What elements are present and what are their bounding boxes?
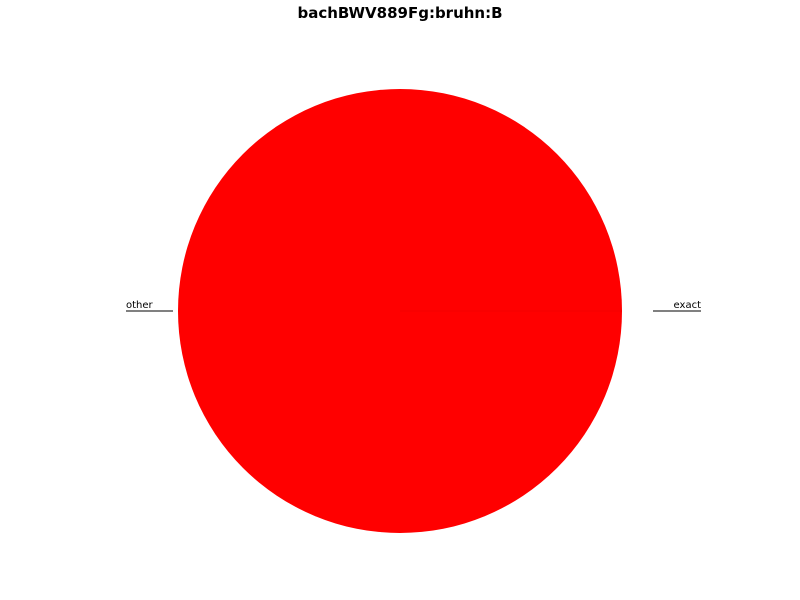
slice-label-other: other (126, 300, 154, 311)
slice-labels: exact other (126, 300, 702, 312)
chart-title: bachBWV889Fg:bruhn:B (297, 4, 502, 22)
pie-slices (178, 89, 622, 533)
slice-label-exact: exact (674, 300, 702, 311)
